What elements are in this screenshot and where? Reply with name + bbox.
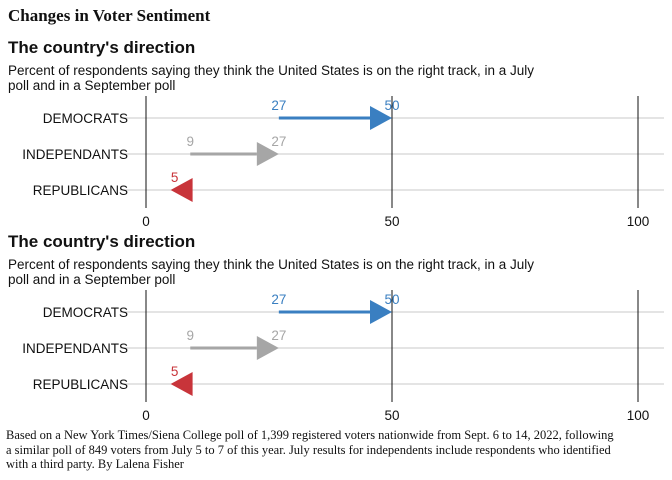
main-title: Changes in Voter Sentiment [8, 6, 211, 25]
arrow-head [370, 106, 392, 130]
x-tick-label: 50 [384, 214, 399, 229]
chart-subtitle: Percent of respondents saying they think… [8, 63, 535, 93]
end-value-label: 27 [271, 328, 286, 343]
chart-panel: The country's direction Percent of respo… [0, 232, 672, 423]
arrow-head [256, 336, 279, 360]
arrow-head [256, 142, 279, 166]
end-value-label: 50 [384, 98, 399, 113]
arrow-head [370, 300, 392, 324]
x-tick-label: 0 [142, 214, 150, 229]
source-footnote: Based on a New York Times/Siena College … [6, 428, 614, 471]
category-label: REPUBLICANS [33, 377, 128, 392]
category-label: REPUBLICANS [33, 183, 128, 198]
start-value-label: 9 [187, 134, 195, 149]
chart-title: The country's direction [8, 232, 196, 251]
chart-panel: The country's direction Percent of respo… [0, 38, 672, 229]
x-tick-label: 100 [627, 408, 650, 423]
arrow-head [170, 372, 193, 396]
category-label: INDEPENDANTS [22, 341, 128, 356]
end-value-label: 50 [384, 292, 399, 307]
start-value-label: 9 [187, 328, 195, 343]
chart-subtitle: Percent of respondents saying they think… [8, 257, 535, 287]
category-label: DEMOCRATS [43, 111, 128, 126]
start-value-label: 27 [271, 98, 286, 113]
category-label: INDEPENDANTS [22, 147, 128, 162]
x-tick-label: 50 [384, 408, 399, 423]
x-tick-label: 0 [142, 408, 150, 423]
arrow-chart: 0 50 100 DEMOCRATS 27 50 INDEPENDANTS 9 27 REPUBL… [22, 96, 664, 229]
end-value-label: 27 [271, 134, 286, 149]
end-value-label: 5 [171, 364, 179, 379]
category-label: DEMOCRATS [43, 305, 128, 320]
arrow-head [170, 178, 193, 202]
arrow-chart: 0 50 100 DEMOCRATS 27 50 INDEPENDANTS 9 27 REPUBL… [22, 290, 664, 423]
end-value-label: 5 [171, 170, 179, 185]
x-tick-label: 100 [627, 214, 650, 229]
start-value-label: 27 [271, 292, 286, 307]
chart-title: The country's direction [8, 38, 196, 57]
